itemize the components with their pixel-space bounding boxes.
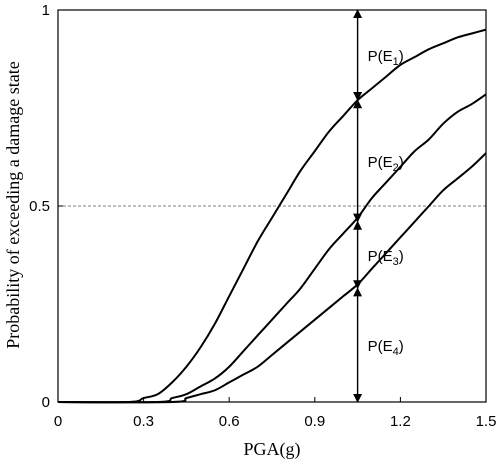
damage-state-label-1: P(E1) [368, 48, 404, 68]
x-tick-label: 1.5 [476, 413, 497, 430]
x-tick-label: 1.2 [390, 413, 411, 430]
series-line-3 [57, 152, 487, 404]
plot-area [57, 28, 487, 404]
y-tick-label: 0.5 [29, 198, 50, 215]
y-axis-label: Probability of exceeding a damage state [3, 61, 23, 348]
x-axis-label: PGA(g) [244, 439, 301, 460]
damage-state-label-3: P(E3) [368, 248, 404, 268]
series-line-1 [57, 28, 487, 404]
y-tick-label: 1 [42, 2, 50, 19]
damage-state-label-4: P(E4) [368, 338, 404, 358]
x-tick-label: 0.3 [133, 413, 154, 430]
x-tick-label: 0 [54, 413, 62, 430]
plot-frame [57, 9, 487, 403]
annotations: P(E1) P(E2) P(E3) P(E4) [353, 9, 404, 403]
axes: 0 0.3 0.6 0.9 1.2 1.5 0 0.5 1 [29, 2, 496, 430]
damage-state-label-2: P(E2) [368, 154, 404, 174]
x-tick-label: 0.9 [304, 413, 325, 430]
x-tick-label: 0.6 [219, 413, 240, 430]
series-line-2 [57, 93, 487, 404]
y-tick-label: 0 [42, 394, 50, 411]
